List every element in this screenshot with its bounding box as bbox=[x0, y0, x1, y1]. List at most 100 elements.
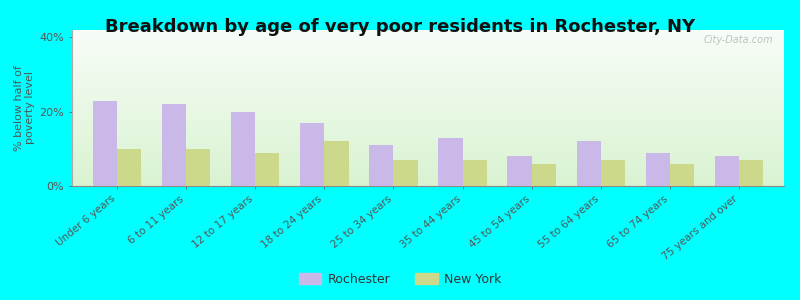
Bar bbox=[72, 127, 784, 128]
Bar bbox=[72, 144, 784, 146]
Bar bbox=[72, 95, 784, 97]
Bar bbox=[300, 123, 324, 186]
Text: Breakdown by age of very poor residents in Rochester, NY: Breakdown by age of very poor residents … bbox=[105, 18, 695, 36]
Bar bbox=[72, 36, 784, 38]
Bar bbox=[715, 156, 739, 186]
Bar bbox=[72, 82, 784, 83]
Bar bbox=[72, 147, 784, 148]
Y-axis label: % below half of
poverty level: % below half of poverty level bbox=[14, 65, 35, 151]
Bar bbox=[72, 69, 784, 70]
Bar bbox=[72, 49, 784, 50]
Bar bbox=[72, 170, 784, 172]
Bar bbox=[72, 153, 784, 155]
Bar bbox=[72, 86, 784, 88]
Bar bbox=[72, 106, 784, 108]
Bar bbox=[72, 33, 784, 35]
Bar bbox=[72, 110, 784, 111]
Bar bbox=[72, 80, 784, 82]
Bar bbox=[72, 169, 784, 170]
Bar bbox=[72, 178, 784, 180]
Bar bbox=[72, 94, 784, 95]
Bar bbox=[72, 100, 784, 102]
Bar bbox=[72, 156, 784, 158]
Bar bbox=[438, 138, 462, 186]
Bar bbox=[532, 164, 556, 186]
Bar bbox=[646, 153, 670, 186]
Bar bbox=[72, 43, 784, 44]
Bar bbox=[72, 97, 784, 99]
Bar bbox=[72, 58, 784, 60]
Bar bbox=[739, 160, 763, 186]
Bar bbox=[72, 164, 784, 166]
Bar bbox=[72, 111, 784, 113]
Text: City-Data.com: City-Data.com bbox=[704, 35, 774, 45]
Bar bbox=[72, 122, 784, 124]
Bar bbox=[72, 114, 784, 116]
Bar bbox=[72, 74, 784, 75]
Bar bbox=[72, 167, 784, 169]
Bar bbox=[72, 180, 784, 181]
Bar bbox=[72, 75, 784, 77]
Bar bbox=[577, 141, 601, 186]
Bar bbox=[117, 149, 141, 186]
Bar bbox=[72, 113, 784, 114]
Bar bbox=[72, 72, 784, 74]
Bar bbox=[72, 173, 784, 175]
Bar bbox=[72, 183, 784, 184]
Bar bbox=[72, 152, 784, 153]
Bar bbox=[72, 89, 784, 91]
Bar bbox=[72, 83, 784, 85]
Bar bbox=[72, 52, 784, 53]
Bar bbox=[162, 104, 186, 186]
Bar bbox=[72, 30, 784, 31]
Bar bbox=[324, 141, 349, 186]
Bar bbox=[72, 66, 784, 68]
Bar bbox=[72, 158, 784, 160]
Bar bbox=[670, 164, 694, 186]
Bar bbox=[72, 175, 784, 177]
Bar bbox=[72, 177, 784, 178]
Bar bbox=[72, 39, 784, 41]
Bar bbox=[72, 102, 784, 103]
Bar bbox=[93, 100, 117, 186]
Bar bbox=[72, 50, 784, 52]
Bar bbox=[72, 141, 784, 142]
Bar bbox=[231, 112, 255, 186]
Bar bbox=[72, 92, 784, 94]
Legend: Rochester, New York: Rochester, New York bbox=[294, 268, 506, 291]
Bar bbox=[72, 77, 784, 78]
Bar bbox=[72, 150, 784, 152]
Bar bbox=[72, 108, 784, 110]
Bar bbox=[394, 160, 418, 186]
Bar bbox=[72, 160, 784, 161]
Bar bbox=[72, 128, 784, 130]
Bar bbox=[72, 181, 784, 183]
Bar bbox=[72, 68, 784, 69]
Bar bbox=[72, 125, 784, 127]
Bar bbox=[72, 117, 784, 119]
Bar bbox=[72, 155, 784, 156]
Bar bbox=[72, 148, 784, 150]
Bar bbox=[72, 124, 784, 125]
Bar bbox=[72, 146, 784, 147]
Bar bbox=[72, 163, 784, 164]
Bar bbox=[72, 99, 784, 100]
Bar bbox=[72, 139, 784, 141]
Bar bbox=[72, 38, 784, 39]
Bar bbox=[462, 160, 486, 186]
Bar bbox=[72, 121, 784, 122]
Bar bbox=[72, 78, 784, 80]
Bar bbox=[72, 55, 784, 56]
Bar bbox=[370, 145, 394, 186]
Bar bbox=[72, 91, 784, 92]
Bar bbox=[72, 166, 784, 167]
Bar bbox=[72, 172, 784, 173]
Bar bbox=[72, 53, 784, 55]
Bar bbox=[72, 63, 784, 64]
Bar bbox=[72, 105, 784, 106]
Bar bbox=[72, 41, 784, 43]
Bar bbox=[72, 88, 784, 89]
Bar bbox=[72, 131, 784, 133]
Bar bbox=[186, 149, 210, 186]
Bar bbox=[72, 64, 784, 66]
